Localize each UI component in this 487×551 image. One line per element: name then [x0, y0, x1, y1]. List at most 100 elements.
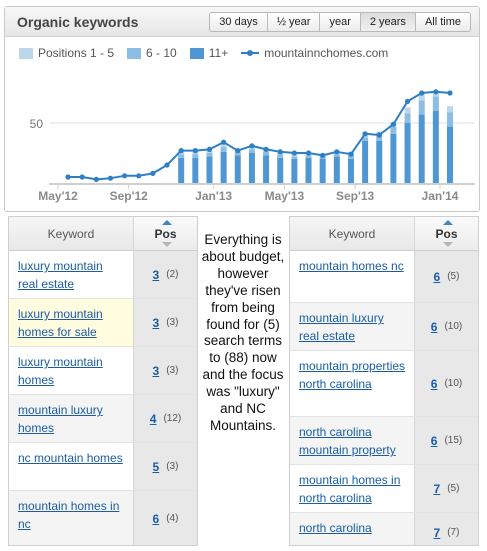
line-point — [291, 150, 297, 156]
bar-segment — [263, 155, 270, 183]
pos-column-header[interactable]: Pos — [414, 217, 478, 250]
position-link[interactable]: 3 — [152, 363, 160, 378]
line-point — [235, 148, 241, 154]
organic-keywords-panel: Organic keywords 30 days ½ year year 2 y… — [4, 6, 480, 212]
keyword-link[interactable]: luxury mountain homes — [18, 355, 103, 387]
keyword-link[interactable]: mountain homes nc — [299, 259, 404, 273]
range-button-30-days[interactable]: 30 days — [209, 12, 268, 32]
keyword-cell: mountain properties north carolina — [290, 351, 414, 416]
keyword-link[interactable]: mountain properties north carolina — [299, 359, 406, 391]
position-link[interactable]: 3 — [152, 267, 160, 282]
keyword-cell: nc mountain homes — [9, 443, 133, 490]
keyword-link[interactable]: mountain homes in north carolina — [299, 473, 401, 505]
x-tick-label: Jan'14 — [422, 189, 459, 203]
line-point — [221, 139, 227, 145]
annotation-note: Everything is about budget, however they… — [201, 232, 285, 433]
keyword-link[interactable]: luxury mountain homes for sale — [18, 307, 103, 339]
position-link[interactable]: 6 — [433, 269, 441, 284]
keyword-cell: luxury mountain real estate — [9, 251, 133, 298]
line-point — [419, 90, 425, 96]
line-point — [93, 176, 99, 182]
bar-segment — [178, 157, 185, 183]
pos-header-label: Pos — [435, 227, 458, 241]
legend-positions-6-10[interactable]: 6 - 10 — [127, 46, 177, 60]
range-button-all-time[interactable]: All time — [414, 12, 471, 32]
legend-line-icon — [241, 48, 260, 58]
bar-segment — [333, 156, 340, 183]
legend-label-6-10: 6 - 10 — [146, 46, 177, 60]
position-cell: 6 (15) — [414, 417, 478, 464]
position-cell: 7 (5) — [414, 465, 478, 512]
range-button-2-years[interactable]: 2 years — [359, 12, 416, 32]
keyword-link[interactable]: north carolina mountain property — [299, 425, 396, 457]
range-button-year[interactable]: year — [319, 12, 361, 32]
keyword-link[interactable]: nc mountain homes — [18, 451, 123, 465]
keyword-link[interactable]: luxury mountain real estate — [18, 259, 103, 291]
keywords-chart: 50 May'12 Sep'12 Jan'13 May'13 Sep'13 Jan'14 — [30, 89, 475, 203]
position-link[interactable]: 7 — [433, 525, 441, 540]
position-link[interactable]: 5 — [152, 459, 160, 474]
bar-segment — [362, 141, 369, 183]
table-row: north carolina mountain property 6 (15) — [290, 417, 478, 465]
bar-segment — [220, 151, 227, 183]
keyword-link[interactable]: mountain luxury homes — [18, 403, 103, 435]
position-cell: 6 (10) — [414, 351, 478, 416]
line-point — [249, 143, 255, 149]
bar-segment — [347, 159, 354, 183]
position-link[interactable]: 6 — [430, 433, 438, 448]
keyword-cell: luxury mountain homes for sale — [9, 299, 133, 346]
bar-segment — [234, 155, 241, 183]
range-button-half-year[interactable]: ½ year — [266, 12, 321, 32]
pos-header-label: Pos — [154, 227, 177, 241]
sort-ascending-icon — [443, 220, 453, 225]
x-tick-label: Sep'13 — [336, 189, 375, 203]
bar-segment — [404, 113, 411, 123]
keywords-table-right: Keyword Pos mountain homes nc 6 (5) mountai… — [289, 216, 479, 546]
bar-segment — [418, 100, 425, 115]
position-change: (12) — [163, 413, 182, 424]
keyword-cell: north carolina mountain property — [290, 417, 414, 464]
keyword-link[interactable]: north carolina — [299, 521, 372, 535]
position-change: (2) — [166, 269, 179, 280]
legend-positions-11-plus[interactable]: 11+ — [189, 46, 229, 60]
position-cell: 3 (2) — [133, 251, 197, 298]
bar-segment — [418, 114, 425, 183]
position-link[interactable]: 6 — [430, 376, 438, 391]
legend-label-11-plus: 11+ — [208, 46, 229, 60]
keyword-cell: north carolina — [290, 513, 414, 545]
legend-site-line[interactable]: mountainnchomes.com — [241, 46, 388, 60]
line-point — [150, 170, 156, 176]
keyword-cell: mountain luxury homes — [9, 395, 133, 442]
position-link[interactable]: 4 — [149, 411, 157, 426]
x-tick-label: Sep'12 — [110, 189, 149, 203]
bar-segment — [319, 159, 326, 183]
position-change: (15) — [444, 435, 463, 446]
position-link[interactable]: 6 — [430, 319, 438, 334]
legend-swatch-11-plus — [189, 47, 204, 59]
series-line — [68, 90, 451, 181]
keyword-cell: mountain homes nc — [290, 251, 414, 302]
line-point — [305, 150, 312, 156]
bar-segment — [305, 155, 312, 158]
position-change: (3) — [166, 317, 179, 328]
keyword-column-header[interactable]: Keyword — [47, 227, 95, 241]
line-point — [178, 148, 184, 154]
position-link[interactable]: 6 — [152, 511, 160, 526]
table-body: mountain homes nc 6 (5) mountain luxury rea… — [290, 251, 478, 545]
keyword-column-header[interactable]: Keyword — [328, 227, 376, 241]
bar-segment — [390, 126, 397, 134]
legend-swatch-6-10 — [127, 47, 142, 59]
pos-column-header[interactable]: Pos — [133, 217, 197, 250]
table-row: luxury mountain real estate 3 (2) — [9, 251, 197, 299]
x-tick-label: May'13 — [265, 189, 305, 203]
legend-swatch-1-5 — [19, 47, 33, 59]
line-point — [376, 132, 382, 138]
legend-positions-1-5[interactable]: Positions 1 - 5 — [19, 46, 114, 60]
position-link[interactable]: 7 — [433, 481, 441, 496]
keyword-link[interactable]: mountain homes in nc — [18, 499, 120, 531]
position-link[interactable]: 3 — [152, 315, 160, 330]
position-change: (10) — [444, 321, 463, 332]
keyword-link[interactable]: mountain luxury real estate — [299, 311, 384, 343]
bar-segment — [376, 135, 383, 141]
bar-segment — [362, 137, 369, 141]
